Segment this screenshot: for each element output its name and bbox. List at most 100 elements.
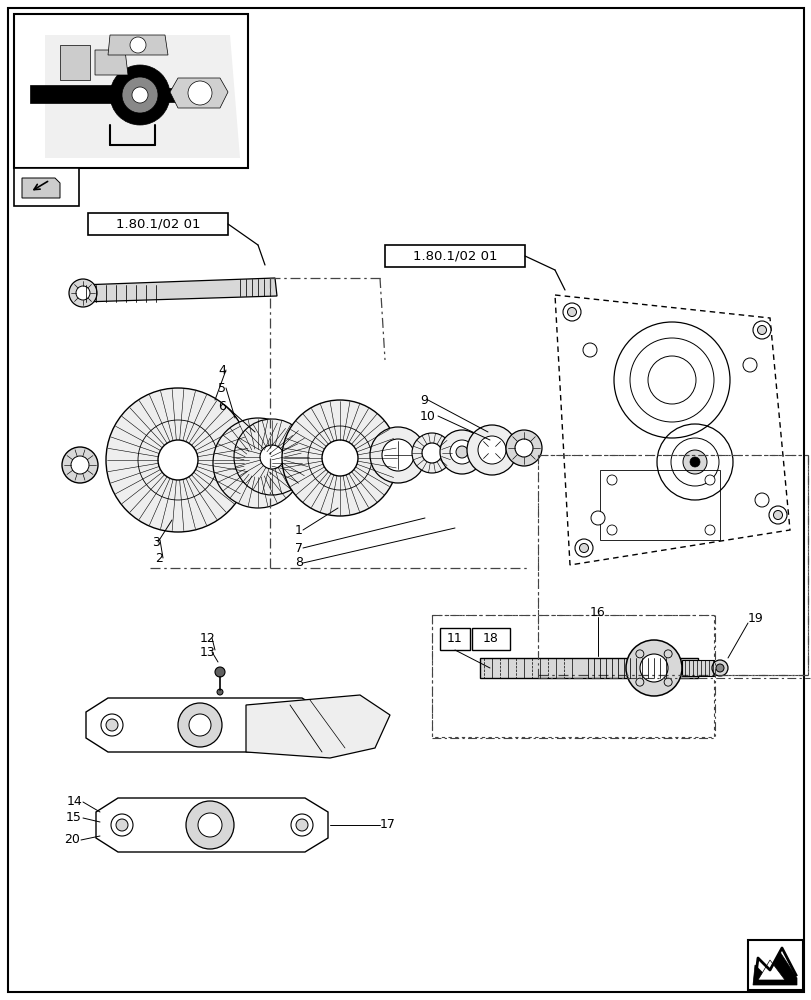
Circle shape <box>567 308 576 316</box>
Bar <box>471 628 509 650</box>
Circle shape <box>773 510 782 520</box>
Bar <box>479 658 697 678</box>
Circle shape <box>217 689 223 695</box>
Bar <box>88 213 228 235</box>
Circle shape <box>130 37 146 53</box>
Circle shape <box>62 447 98 483</box>
Circle shape <box>579 544 588 552</box>
Polygon shape <box>554 295 789 565</box>
Text: 19: 19 <box>747 611 763 624</box>
Circle shape <box>689 457 699 467</box>
Circle shape <box>505 430 541 466</box>
Bar <box>30 85 120 103</box>
Circle shape <box>116 819 128 831</box>
Polygon shape <box>80 278 277 302</box>
Circle shape <box>456 446 467 458</box>
Circle shape <box>440 430 483 474</box>
Text: 4: 4 <box>217 363 225 376</box>
Polygon shape <box>86 698 324 752</box>
Text: 1: 1 <box>294 524 303 536</box>
Circle shape <box>215 667 225 677</box>
Circle shape <box>478 436 505 464</box>
Polygon shape <box>22 178 60 198</box>
Circle shape <box>212 418 303 508</box>
Circle shape <box>122 77 158 113</box>
Circle shape <box>106 719 118 731</box>
Polygon shape <box>45 35 240 158</box>
Circle shape <box>281 400 397 516</box>
Circle shape <box>370 427 426 483</box>
Polygon shape <box>95 50 128 75</box>
Circle shape <box>109 65 169 125</box>
Circle shape <box>71 456 89 474</box>
Circle shape <box>704 525 714 535</box>
Bar <box>431 615 713 737</box>
Circle shape <box>514 439 532 457</box>
Circle shape <box>607 525 616 535</box>
Text: 11: 11 <box>447 633 462 646</box>
Circle shape <box>663 678 672 686</box>
Circle shape <box>466 425 517 475</box>
Circle shape <box>768 506 786 524</box>
Circle shape <box>562 303 581 321</box>
Text: 17: 17 <box>380 818 396 831</box>
Circle shape <box>574 539 592 557</box>
Circle shape <box>582 343 596 357</box>
Circle shape <box>189 714 211 736</box>
Circle shape <box>639 654 667 682</box>
Text: 5: 5 <box>217 381 225 394</box>
Polygon shape <box>60 45 90 80</box>
Circle shape <box>752 321 770 339</box>
Bar <box>599 470 719 540</box>
Circle shape <box>158 440 198 480</box>
Bar <box>538 455 807 675</box>
Circle shape <box>590 511 604 525</box>
Bar <box>14 168 79 206</box>
Text: 2: 2 <box>155 552 163 564</box>
Polygon shape <box>757 960 784 980</box>
Bar <box>384 245 525 267</box>
Circle shape <box>411 433 452 473</box>
Circle shape <box>188 81 212 105</box>
Circle shape <box>132 87 148 103</box>
Circle shape <box>69 279 97 307</box>
Text: 13: 13 <box>200 646 216 658</box>
Text: 16: 16 <box>590 605 605 618</box>
Circle shape <box>422 443 441 463</box>
Text: 3: 3 <box>152 536 160 548</box>
Circle shape <box>101 714 122 736</box>
Text: 14: 14 <box>67 795 82 808</box>
Circle shape <box>243 449 272 477</box>
Circle shape <box>234 419 310 495</box>
Polygon shape <box>752 952 796 985</box>
Bar <box>681 660 713 676</box>
Text: 18: 18 <box>483 633 498 646</box>
Circle shape <box>286 714 309 736</box>
Circle shape <box>296 819 307 831</box>
Text: 1.80.1/02 01: 1.80.1/02 01 <box>412 249 496 262</box>
Text: 8: 8 <box>294 556 303 570</box>
Text: 9: 9 <box>419 393 427 406</box>
Circle shape <box>607 475 616 485</box>
Circle shape <box>290 814 312 836</box>
Circle shape <box>635 678 643 686</box>
Text: 10: 10 <box>419 410 436 422</box>
Circle shape <box>106 388 250 532</box>
Circle shape <box>635 650 643 658</box>
Circle shape <box>381 439 414 471</box>
Circle shape <box>704 475 714 485</box>
Text: 15: 15 <box>66 811 82 824</box>
Circle shape <box>715 664 723 672</box>
Polygon shape <box>96 798 328 852</box>
Circle shape <box>322 440 358 476</box>
Circle shape <box>663 650 672 658</box>
Circle shape <box>186 801 234 849</box>
Circle shape <box>625 640 681 696</box>
Bar <box>747 940 802 990</box>
Text: 7: 7 <box>294 542 303 554</box>
Circle shape <box>292 719 303 731</box>
Bar <box>14 14 247 168</box>
Circle shape <box>682 450 706 474</box>
Polygon shape <box>246 695 389 758</box>
Circle shape <box>754 493 768 507</box>
